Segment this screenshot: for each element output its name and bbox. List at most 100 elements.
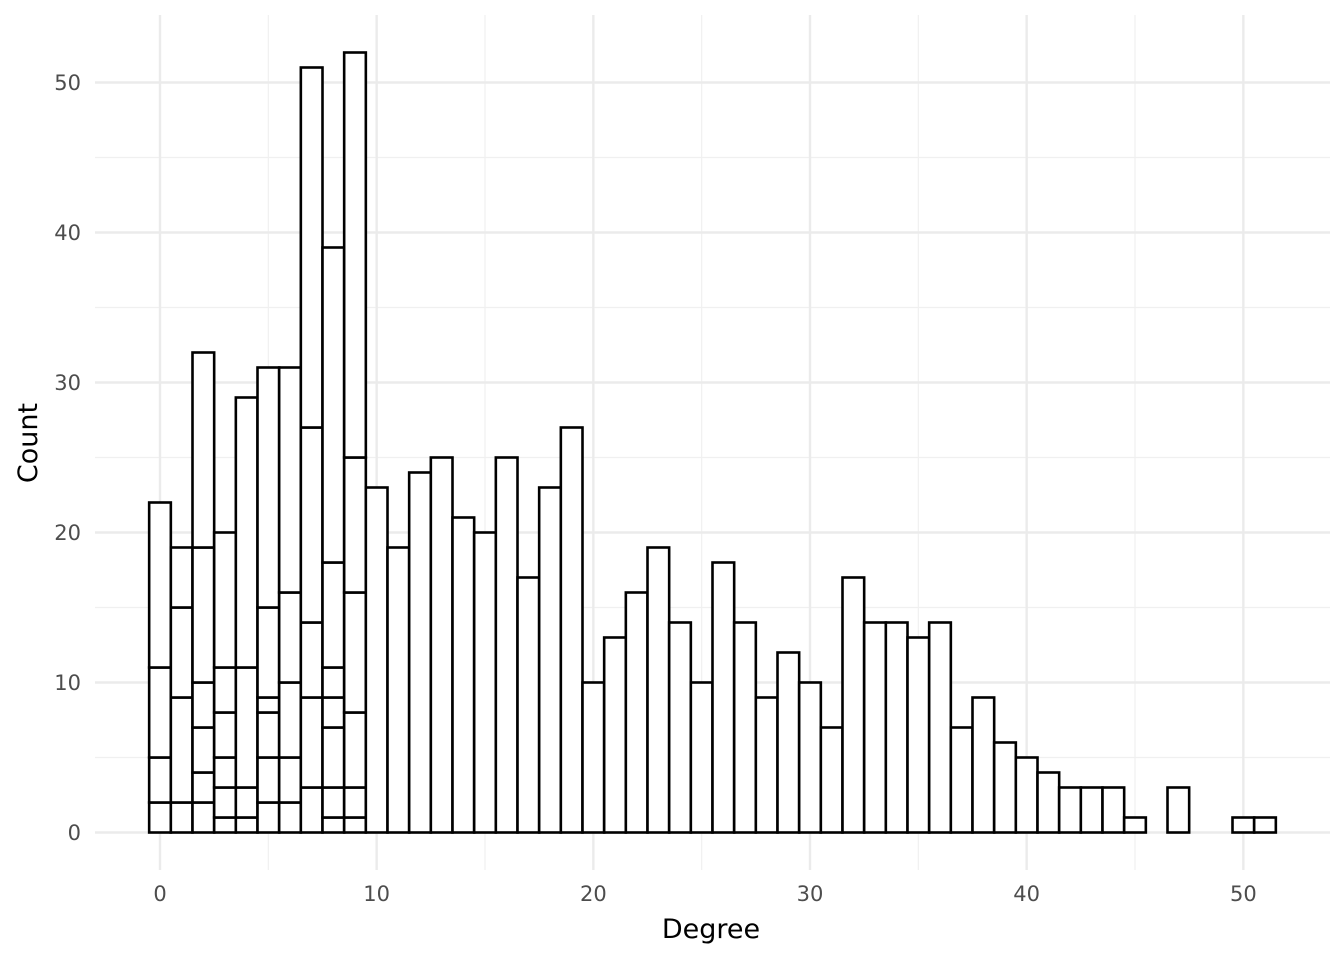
bar-segment [191, 681, 216, 729]
bar-segment [927, 621, 953, 834]
bar-segment [321, 666, 346, 699]
bar-segment [819, 726, 844, 834]
bar-segment [256, 366, 281, 609]
bar-segment [624, 591, 649, 834]
y-tick-label: 50 [54, 71, 81, 95]
bar-segment [971, 696, 996, 834]
bar-segment [949, 726, 974, 834]
bar-segment [906, 636, 931, 834]
x-tick-label: 10 [363, 882, 390, 906]
bar-segment [212, 786, 238, 819]
bar-segment [147, 756, 173, 804]
bar-segment [169, 801, 194, 834]
bar-segment [256, 696, 281, 714]
bar-segment [169, 606, 194, 699]
bar-segment [1252, 816, 1278, 834]
bar-segment [1079, 786, 1104, 834]
x-axis-title: Degree [662, 914, 760, 945]
bar-segment [516, 576, 541, 834]
bar-segment [342, 456, 368, 594]
y-tick-label: 0 [68, 821, 81, 845]
bar-segment [256, 606, 281, 699]
bar-segment [342, 591, 368, 714]
y-tick-label: 10 [54, 671, 81, 695]
bar-segment [992, 741, 1018, 834]
bar-segment [191, 801, 216, 834]
bar-segment [299, 66, 324, 429]
bar-segment [321, 246, 346, 564]
bar-segment [667, 621, 693, 834]
bar-segment [169, 546, 194, 609]
x-tick-label: 30 [797, 882, 824, 906]
bar-segment [559, 426, 584, 834]
bar-segment [1166, 786, 1191, 834]
bar-segment [234, 396, 259, 669]
bar-segment [277, 366, 303, 594]
bar-segment [841, 576, 866, 834]
bar-segment [689, 681, 714, 834]
bar-segment [277, 591, 303, 684]
bar-segment [754, 696, 779, 834]
bar-segment [1057, 786, 1083, 834]
x-tick-label: 0 [153, 882, 166, 906]
bar-segment [191, 771, 216, 804]
bar-segment [299, 426, 324, 624]
bar-segment [234, 786, 259, 819]
bar-segment [342, 816, 368, 834]
bar-segment [494, 456, 519, 834]
bar-segment [277, 681, 303, 759]
bar-segment [212, 711, 238, 759]
bar-segment [234, 816, 259, 834]
bar-segment [602, 636, 628, 834]
bar-segment [1014, 756, 1039, 834]
bar-segment [212, 756, 238, 789]
bars [147, 51, 1278, 834]
bar-segment [429, 456, 454, 834]
bar-segment [862, 621, 888, 834]
bar-segment [299, 621, 324, 699]
bar-segment [299, 696, 324, 789]
x-tick-label: 20 [580, 882, 607, 906]
bar-segment [646, 546, 671, 834]
bar-segment [472, 531, 498, 834]
y-axis-tick-labels: 0 10 20 30 40 50 [54, 71, 81, 845]
bar-segment [147, 666, 173, 759]
bar-segment [581, 681, 606, 834]
bar-segment [1231, 816, 1256, 834]
bar-segment [797, 681, 823, 834]
bar-segment [299, 786, 324, 834]
bar-segment [212, 666, 238, 714]
x-axis-tick-labels: 0 10 20 30 40 50 [153, 882, 1256, 906]
bar-segment [776, 651, 801, 834]
y-tick-label: 20 [54, 521, 81, 545]
y-axis-title: Count [13, 403, 44, 483]
bar-segment [256, 756, 281, 804]
bar-segment [212, 816, 238, 834]
bar-segment [277, 801, 303, 834]
bar-segment [321, 561, 346, 669]
bar-segment [191, 546, 216, 684]
x-tick-label: 40 [1013, 882, 1040, 906]
bar-segment [277, 756, 303, 804]
bar-segment [537, 486, 563, 834]
bar-segment [884, 621, 909, 834]
bar-segment [386, 546, 411, 834]
bar-segment [256, 801, 281, 834]
bar-segment [451, 516, 476, 834]
bar-segment [1122, 816, 1148, 834]
bar-segment [732, 621, 758, 834]
bar-segment [321, 786, 346, 819]
bar-segment [1101, 786, 1126, 834]
bar-segment [364, 486, 389, 834]
bar-segment [212, 531, 238, 669]
bar-segment [147, 801, 173, 834]
bar-segment [147, 501, 173, 669]
bar-segment [342, 786, 368, 819]
y-tick-label: 40 [54, 221, 81, 245]
bar-segment [256, 711, 281, 759]
bar-segment [342, 51, 368, 459]
x-tick-label: 50 [1230, 882, 1257, 906]
bar-segment [321, 726, 346, 789]
bar-segment [321, 696, 346, 729]
